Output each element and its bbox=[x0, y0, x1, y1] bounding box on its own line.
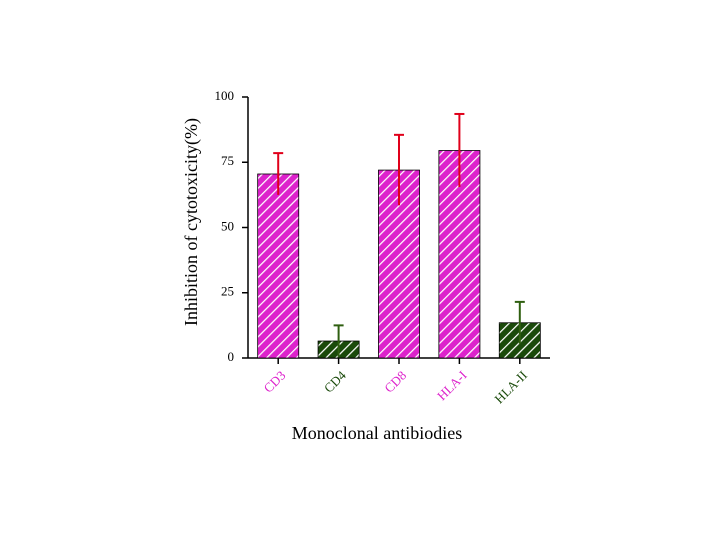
y-axis-title: Inhibition of cytotoxicity(%) bbox=[181, 118, 202, 326]
y-tick-label: 25 bbox=[221, 284, 234, 299]
error-bar bbox=[394, 133, 404, 206]
y-tick-label: 75 bbox=[221, 153, 234, 168]
error-bar bbox=[333, 324, 344, 357]
x-tick-label: HLA-I bbox=[434, 368, 470, 404]
x-tick-label: HLA-II bbox=[491, 368, 530, 407]
y-tick-label: 100 bbox=[215, 88, 235, 103]
x-tick-label: CD3 bbox=[260, 368, 288, 396]
x-tick-label: CD4 bbox=[321, 367, 349, 395]
x-axis-title: Monoclonal antibiodies bbox=[292, 423, 462, 443]
error-bar bbox=[273, 152, 284, 195]
bar bbox=[257, 173, 300, 359]
y-tick-label: 50 bbox=[221, 218, 234, 233]
y-tick-label: 0 bbox=[228, 349, 235, 364]
x-tick-label: CD8 bbox=[381, 368, 409, 396]
error-bar bbox=[514, 300, 525, 344]
error-bar bbox=[454, 112, 465, 188]
